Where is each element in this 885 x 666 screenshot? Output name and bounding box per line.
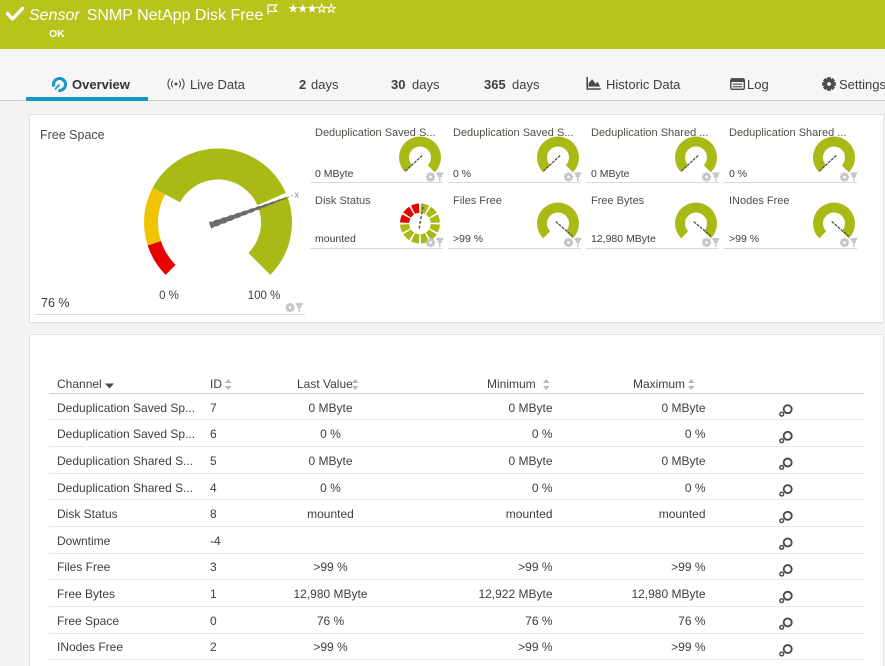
svg-text:x: x [294, 189, 299, 199]
